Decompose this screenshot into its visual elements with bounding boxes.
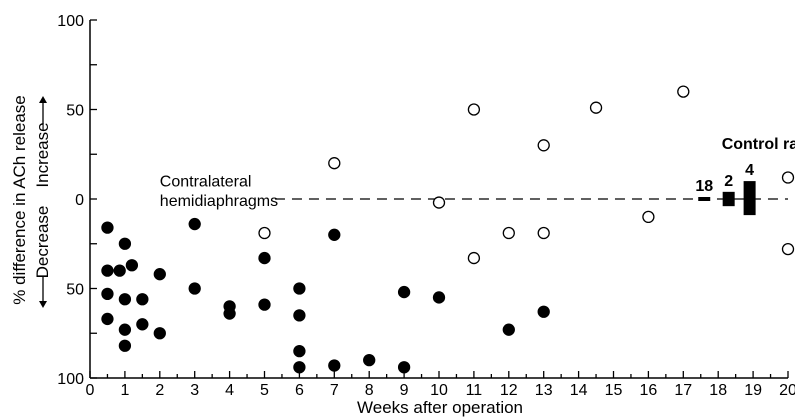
y-tick-label: 50 [66, 282, 84, 299]
filled-point [328, 359, 341, 372]
chart-annotation: Control rats [722, 136, 795, 153]
y-tick-label: 100 [57, 13, 84, 30]
x-tick-label: 11 [466, 382, 483, 399]
filled-point [188, 282, 201, 295]
filled-point [363, 353, 376, 367]
x-tick-label: 2 [155, 382, 164, 399]
filled-point [293, 344, 306, 358]
x-tick-label: 1 [120, 382, 129, 399]
x-tick-label: 13 [535, 382, 553, 399]
open-point [467, 103, 481, 116]
axes [89, 19, 789, 379]
filled-point [293, 309, 306, 322]
increase-arrow-head [39, 96, 47, 103]
open-point [502, 226, 515, 240]
filled-point [397, 361, 411, 374]
control-rats-bar [698, 197, 711, 201]
filled-point [125, 259, 139, 272]
x-tick-label: 7 [330, 382, 339, 399]
open-point [677, 85, 690, 98]
control-rats-count-label: 4 [745, 162, 754, 179]
y-axis-direction-group: Decrease Increase [33, 96, 52, 308]
open-point [432, 196, 446, 209]
filled-point [101, 221, 114, 234]
filled-point [113, 264, 126, 277]
filled-point [101, 312, 114, 326]
filled-point [397, 285, 411, 299]
x-tick-label: 14 [570, 382, 588, 399]
x-tick-label: 15 [605, 382, 623, 399]
x-axis-title: Weeks after operation [357, 398, 523, 417]
filled-point [293, 361, 306, 374]
open-point [328, 157, 341, 170]
x-tick-label: 12 [500, 382, 518, 399]
y-axis-title-group: % difference in ACh release [10, 95, 29, 304]
filled-point [293, 282, 306, 295]
control-rats-bar [743, 181, 756, 216]
filled-point [432, 291, 446, 304]
x-tick-label: 0 [86, 382, 95, 399]
y-axis-decrease-label: Decrease [33, 206, 52, 279]
filled-point [118, 339, 132, 352]
open-point [258, 226, 271, 240]
filled-point [258, 251, 271, 265]
filled-point [537, 305, 550, 318]
filled-point [118, 237, 132, 250]
filled-point [118, 323, 132, 336]
x-tick-label: 18 [709, 382, 727, 399]
y-tick-label: 50 [66, 103, 84, 120]
x-tick-label: 4 [225, 382, 234, 399]
y-axis-increase-label: Increase [33, 122, 52, 187]
filled-point [258, 298, 271, 311]
filled-point [118, 293, 132, 306]
filled-point [136, 293, 149, 306]
open-point [781, 242, 795, 256]
control-rats-bar [722, 191, 735, 207]
open-point [537, 226, 550, 240]
decrease-arrow-head [39, 301, 47, 308]
open-point [781, 171, 795, 184]
x-tick-label: 8 [365, 382, 374, 399]
control-rats-count-label: 2 [724, 173, 733, 190]
open-point [467, 251, 481, 265]
x-tick-label: 19 [744, 382, 762, 399]
x-tick-label: 6 [295, 382, 304, 399]
x-tick-label: 9 [400, 382, 409, 399]
filled-point [328, 228, 341, 241]
annotations: Contralateral hemidiaphragms Control rats [160, 136, 795, 210]
data-points [101, 85, 795, 374]
control-rats-bars: 18 24 [695, 162, 756, 216]
y-tick-label: 0 [75, 192, 84, 209]
open-point [537, 139, 550, 152]
y-axis-title: % difference in ACh release [10, 95, 29, 304]
filled-point [136, 318, 149, 331]
open-point [642, 210, 655, 224]
x-tick-label: 5 [260, 382, 269, 399]
filled-point [101, 264, 114, 277]
control-rats-count-label: 18 [695, 178, 713, 195]
chart-annotation: hemidiaphragms [160, 193, 278, 210]
filled-point [502, 323, 515, 336]
filled-point [153, 327, 166, 340]
x-tick-label: 3 [190, 382, 199, 399]
open-point [589, 101, 603, 114]
x-tick-label: 10 [430, 382, 448, 399]
filled-point [188, 217, 201, 231]
chart-annotation: Contralateral [160, 173, 252, 190]
filled-point [223, 307, 236, 320]
x-tick-label: 20 [779, 382, 795, 399]
filled-point [101, 287, 114, 301]
x-tick-label: 16 [640, 382, 658, 399]
filled-point [153, 268, 166, 281]
y-tick-label: 100 [57, 371, 84, 388]
x-tick-label: 17 [674, 382, 692, 399]
